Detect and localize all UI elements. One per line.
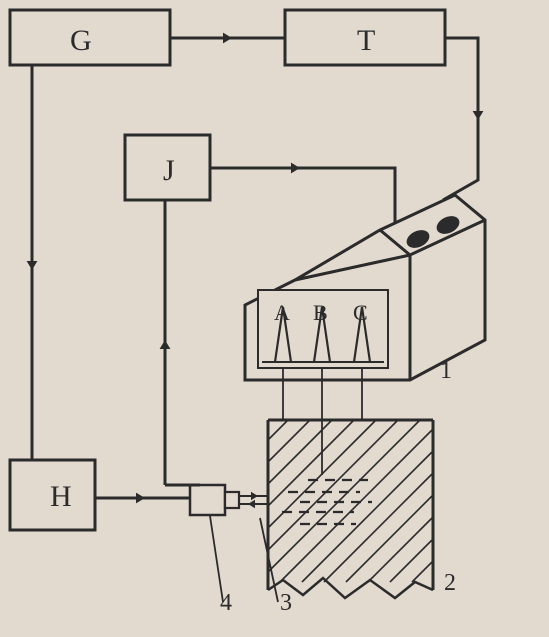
callout-2: 2 [444, 570, 456, 596]
callout-1: 1 [440, 358, 452, 384]
box-label-G: G [70, 24, 92, 57]
box-label-J: J [163, 154, 175, 187]
callout-3: 3 [280, 590, 292, 616]
box-label-T: T [357, 24, 375, 57]
peak-label-B: B [313, 300, 328, 325]
sensor-tip [225, 492, 239, 508]
peak-label-A: A [274, 300, 290, 325]
callout-4: 4 [220, 590, 232, 616]
box-label-H: H [50, 480, 72, 513]
sensor-body [190, 485, 225, 515]
peak-label-C: C [353, 300, 368, 325]
